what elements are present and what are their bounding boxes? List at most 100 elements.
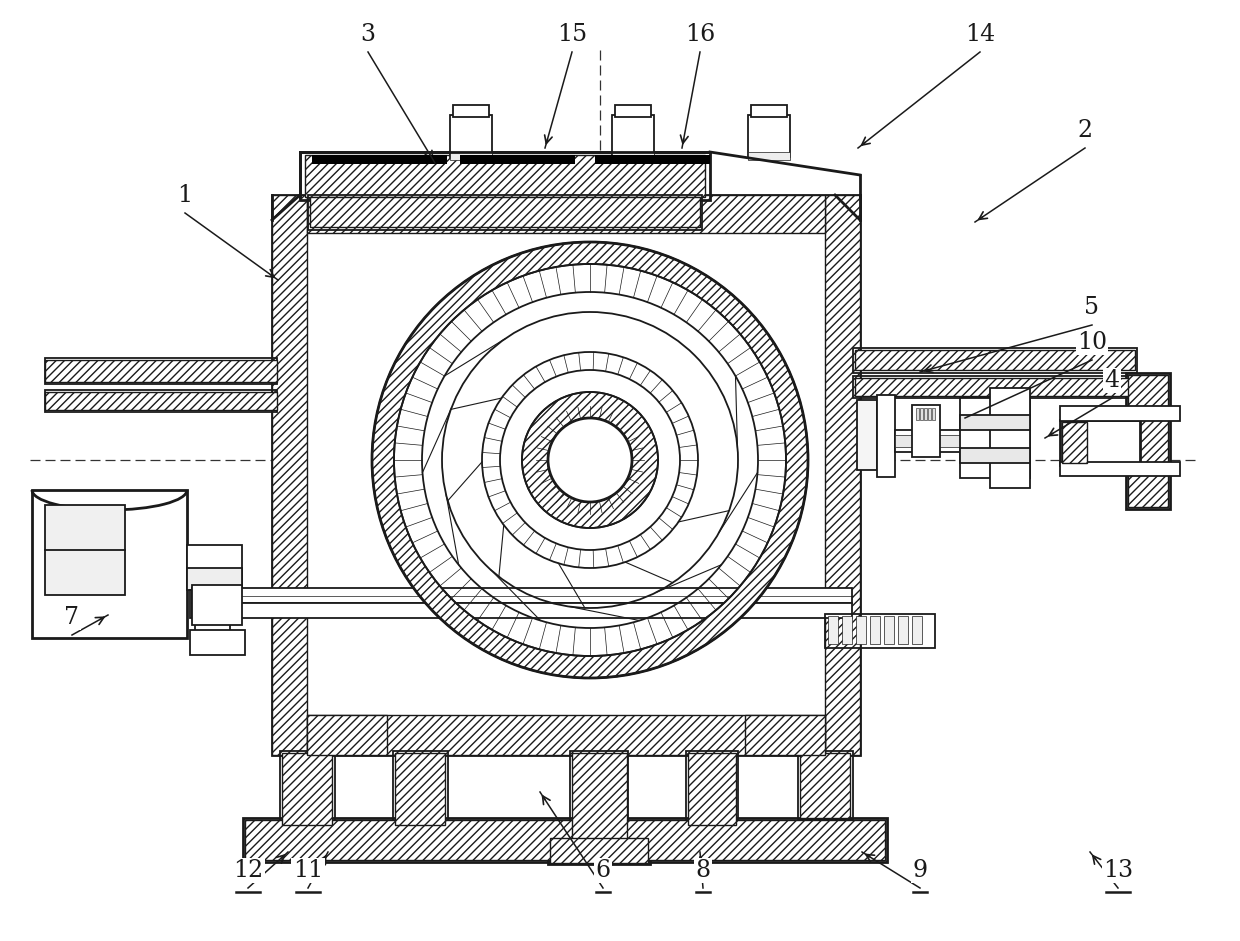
Bar xyxy=(857,400,877,470)
Bar xyxy=(45,360,277,382)
Bar xyxy=(800,753,849,818)
Bar xyxy=(856,378,1135,396)
Bar xyxy=(825,614,935,648)
Bar xyxy=(870,616,880,644)
Bar xyxy=(551,838,649,863)
Bar xyxy=(613,115,653,157)
Bar xyxy=(853,376,1137,398)
Text: 1: 1 xyxy=(177,184,192,207)
Bar xyxy=(895,435,1025,447)
Bar xyxy=(856,616,866,644)
Text: 10: 10 xyxy=(1076,331,1107,354)
Text: 4: 4 xyxy=(1105,369,1120,392)
Bar xyxy=(960,398,1030,478)
Bar xyxy=(548,836,650,864)
Text: 12: 12 xyxy=(233,859,263,882)
Bar xyxy=(45,390,277,412)
Bar xyxy=(308,195,702,230)
Bar xyxy=(246,820,885,860)
Bar xyxy=(748,152,790,160)
Text: 8: 8 xyxy=(696,859,711,882)
Text: 16: 16 xyxy=(684,23,715,46)
Bar xyxy=(853,348,1137,373)
Bar xyxy=(192,588,852,603)
Bar xyxy=(305,155,706,197)
Bar xyxy=(884,616,894,644)
Bar xyxy=(745,715,825,755)
Bar xyxy=(686,751,738,827)
Bar xyxy=(595,155,711,164)
Bar xyxy=(272,195,861,755)
Bar xyxy=(932,408,935,420)
Bar xyxy=(613,152,653,160)
Bar xyxy=(572,753,627,843)
Bar xyxy=(1061,422,1087,463)
Bar xyxy=(856,350,1135,370)
Text: 7: 7 xyxy=(64,606,79,629)
Bar xyxy=(916,408,919,420)
Text: 11: 11 xyxy=(293,859,324,882)
Circle shape xyxy=(548,418,632,502)
Bar xyxy=(45,505,125,595)
Bar xyxy=(1128,375,1168,507)
Bar xyxy=(308,715,387,755)
Text: 14: 14 xyxy=(965,23,996,46)
Bar xyxy=(450,115,492,157)
Bar xyxy=(748,115,790,157)
Bar xyxy=(190,590,229,618)
Bar xyxy=(192,585,242,625)
Bar xyxy=(924,408,928,420)
Bar xyxy=(920,408,923,420)
Bar xyxy=(1060,406,1180,421)
Bar xyxy=(453,105,489,117)
Bar xyxy=(308,715,825,755)
Bar xyxy=(272,195,308,755)
Bar xyxy=(450,152,492,160)
Text: 15: 15 xyxy=(557,23,587,46)
Wedge shape xyxy=(372,242,808,678)
Bar xyxy=(1126,373,1171,509)
Bar xyxy=(187,568,242,590)
Bar xyxy=(280,751,335,827)
Bar xyxy=(911,405,940,457)
Bar xyxy=(460,155,575,164)
Bar xyxy=(911,616,923,644)
Bar xyxy=(310,197,701,227)
Text: 6: 6 xyxy=(595,859,610,882)
Bar xyxy=(308,195,825,233)
Bar xyxy=(300,152,711,200)
Bar xyxy=(45,392,277,410)
Bar xyxy=(396,753,445,825)
Bar xyxy=(32,490,187,638)
Bar xyxy=(990,388,1030,488)
Bar xyxy=(1060,462,1180,476)
Bar xyxy=(688,753,737,825)
Bar xyxy=(1060,420,1140,465)
Bar xyxy=(190,630,246,655)
Bar xyxy=(45,358,277,384)
Bar xyxy=(825,195,861,755)
Text: 9: 9 xyxy=(913,859,928,882)
Bar xyxy=(928,408,931,420)
Bar xyxy=(799,751,853,819)
Bar xyxy=(877,395,895,477)
Bar xyxy=(615,105,651,117)
Bar xyxy=(895,430,1025,452)
Text: 2: 2 xyxy=(1078,119,1092,142)
Bar xyxy=(281,753,332,825)
Bar xyxy=(960,448,1030,463)
Bar xyxy=(842,616,852,644)
Text: 5: 5 xyxy=(1085,296,1100,319)
Bar xyxy=(187,545,242,587)
Bar xyxy=(312,155,446,164)
Bar xyxy=(570,751,627,843)
Text: 13: 13 xyxy=(1102,859,1133,882)
Wedge shape xyxy=(522,392,658,528)
Bar xyxy=(751,105,787,117)
Text: 3: 3 xyxy=(361,23,376,46)
Bar xyxy=(960,415,1030,430)
Bar xyxy=(828,616,838,644)
Bar xyxy=(393,751,448,827)
Bar xyxy=(195,610,229,650)
Bar xyxy=(243,818,887,862)
